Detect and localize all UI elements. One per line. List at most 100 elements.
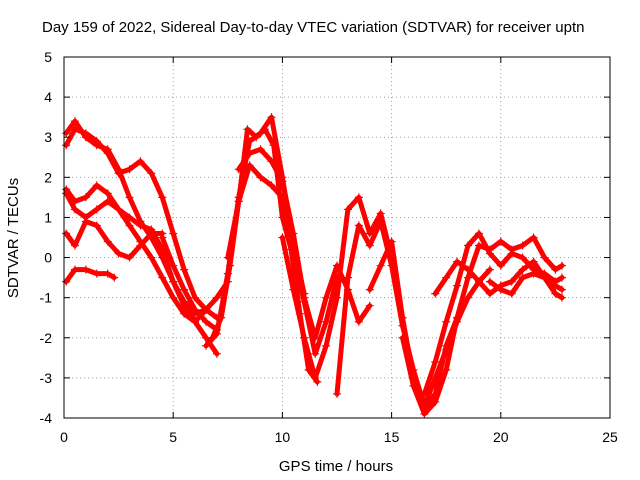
- y-tick-label: -3: [40, 370, 53, 386]
- data-point-marker: [343, 205, 352, 214]
- data-point-marker: [529, 233, 538, 242]
- data-point-marker: [474, 241, 483, 250]
- data-point-marker: [540, 273, 549, 282]
- y-tick-label: -4: [40, 410, 53, 426]
- data-point-marker: [191, 317, 200, 326]
- data-point-marker: [256, 145, 265, 154]
- data-point-marker: [420, 389, 429, 398]
- data-point-marker: [496, 261, 505, 270]
- data-point-marker: [387, 237, 396, 246]
- data-point-marker: [243, 125, 252, 134]
- data-point-marker: [518, 253, 527, 262]
- data-point-marker: [485, 277, 494, 286]
- data-point-marker: [551, 289, 560, 298]
- data-point-marker: [223, 253, 232, 262]
- data-point-marker: [431, 357, 440, 366]
- data-point-marker: [169, 277, 178, 286]
- data-point-marker: [191, 305, 200, 314]
- data-point-marker: [180, 285, 189, 294]
- data-point-marker: [311, 349, 320, 358]
- data-point-marker: [125, 165, 134, 174]
- data-point-marker: [365, 301, 374, 310]
- data-point-marker: [169, 293, 178, 302]
- data-point-marker: [485, 249, 494, 258]
- data-point-marker: [453, 281, 462, 290]
- data-point-marker: [245, 149, 254, 158]
- data-point-marker: [260, 125, 269, 134]
- data-point-marker: [322, 317, 331, 326]
- data-point-marker: [92, 205, 101, 214]
- data-point-marker: [365, 229, 374, 238]
- plot-frame: [63, 56, 611, 419]
- data-point-marker: [485, 289, 494, 298]
- data-point-marker: [278, 233, 287, 242]
- data-point-marker: [453, 313, 462, 322]
- y-tick-label: 1: [44, 209, 52, 225]
- y-tick-label: 3: [44, 129, 52, 145]
- data-point-marker: [180, 265, 189, 274]
- data-point-marker: [442, 273, 451, 282]
- data-point-marker: [551, 281, 560, 290]
- y-tick-label: 2: [44, 169, 52, 185]
- x-tick-label: 20: [493, 429, 509, 445]
- data-point-marker: [245, 161, 254, 170]
- data-point-marker: [311, 333, 320, 342]
- data-point-marker: [125, 193, 134, 202]
- data-point-marker: [267, 181, 276, 190]
- data-point-marker: [496, 285, 505, 294]
- x-tick-label: 15: [384, 429, 400, 445]
- data-point-marker: [313, 377, 322, 386]
- data-point-marker: [70, 125, 79, 134]
- data-point-marker: [158, 273, 167, 282]
- data-point-marker: [136, 221, 145, 230]
- data-point-marker: [551, 265, 560, 274]
- data-point-marker: [114, 205, 123, 214]
- data-point-marker: [343, 273, 352, 282]
- data-point-marker: [158, 233, 167, 242]
- data-point-marker: [147, 229, 156, 238]
- data-point-marker: [376, 217, 385, 226]
- data-point-marker: [212, 293, 221, 302]
- series-sat-e: [62, 217, 167, 262]
- data-point-marker: [518, 241, 527, 250]
- data-point-marker: [125, 253, 134, 262]
- data-point-marker: [485, 265, 494, 274]
- data-point-marker: [70, 117, 79, 126]
- data-point-marker: [103, 189, 112, 198]
- data-series: [62, 113, 566, 418]
- data-point-marker: [365, 285, 374, 294]
- chart-title: Day 159 of 2022, Sidereal Day-to-day VTE…: [42, 19, 584, 36]
- data-point-marker: [507, 277, 516, 286]
- y-axis-label: SDTVAR / TECUs: [5, 178, 22, 298]
- y-tick-label: -1: [40, 290, 53, 306]
- data-point-marker: [201, 341, 210, 350]
- data-point-marker: [300, 293, 309, 302]
- data-point-marker: [103, 149, 112, 158]
- data-point-marker: [278, 177, 287, 186]
- data-point-marker: [70, 241, 79, 250]
- data-point-marker: [557, 261, 566, 270]
- axis-ticks: 0 5 10 15 20 25 -4 -3 -2 -1 0 1 2 3 4 5: [40, 49, 618, 445]
- data-point-marker: [474, 277, 483, 286]
- data-point-marker: [225, 261, 234, 270]
- data-point-marker: [354, 193, 363, 202]
- x-tick-label: 0: [60, 429, 68, 445]
- data-point-marker: [300, 333, 309, 342]
- data-point-marker: [136, 157, 145, 166]
- data-point-marker: [333, 389, 341, 398]
- data-point-marker: [169, 229, 178, 238]
- data-point-marker: [529, 257, 538, 266]
- data-point-marker: [81, 193, 90, 202]
- data-point-marker: [169, 261, 178, 270]
- data-point-marker: [420, 409, 429, 418]
- data-point-marker: [81, 217, 90, 226]
- data-point-marker: [474, 229, 483, 238]
- data-point-marker: [103, 269, 112, 278]
- data-point-marker: [103, 237, 112, 246]
- data-point-marker: [409, 381, 418, 390]
- data-point-marker: [496, 237, 505, 246]
- data-point-marker: [398, 333, 407, 342]
- x-tick-label: 25: [602, 429, 618, 445]
- data-point-marker: [217, 313, 226, 322]
